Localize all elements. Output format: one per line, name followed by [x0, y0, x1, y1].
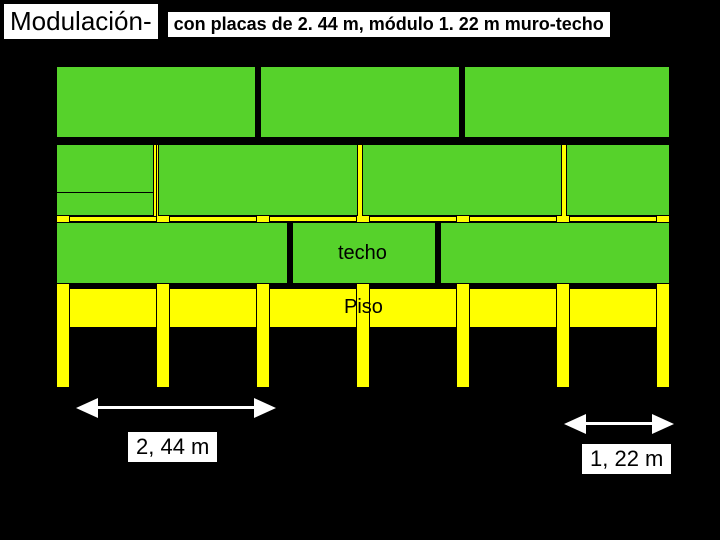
panel-row2-left-half [56, 144, 154, 216]
panel-row2 [362, 144, 562, 216]
dimension-244-label: 2, 44 m [128, 432, 217, 462]
panel-row2 [158, 144, 358, 216]
piso-label: Piso [344, 296, 383, 319]
arrow-right-icon [254, 398, 276, 418]
dimension-122-label: 1, 22 m [582, 444, 671, 474]
panel-split-line [56, 192, 154, 193]
panel-row1 [56, 66, 256, 138]
panel-row3 [440, 222, 670, 284]
title-subtitle: con placas de 2. 44 m, módulo 1. 22 m mu… [168, 12, 610, 37]
dimension-line [582, 422, 656, 425]
panel-row2 [566, 144, 670, 216]
modulation-diagram: techo Piso [56, 66, 674, 388]
panel-row3 [56, 222, 288, 284]
dimension-244 [76, 396, 276, 420]
techo-label: techo [338, 242, 387, 265]
title-row: Modulación- con placas de 2. 44 m, módul… [4, 4, 610, 39]
arrow-right-icon [652, 414, 674, 434]
dimension-line [94, 406, 258, 409]
panel-row1 [260, 66, 460, 138]
panel-row1 [464, 66, 670, 138]
title-main: Modulación- [4, 4, 158, 39]
dimension-122 [564, 412, 674, 436]
